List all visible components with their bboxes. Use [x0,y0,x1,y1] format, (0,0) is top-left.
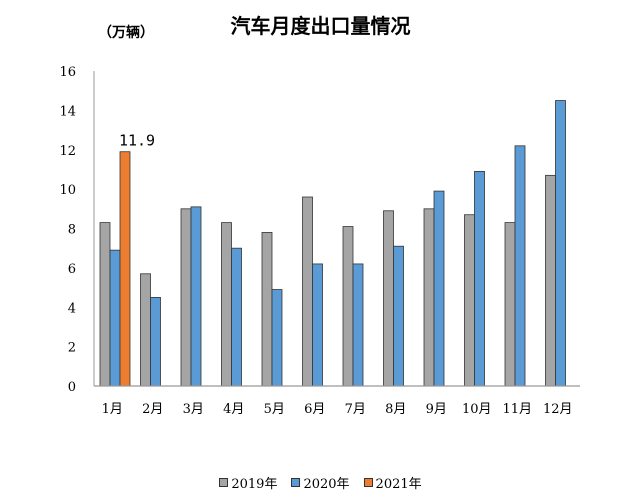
x-tick-label: 10月 [462,402,492,417]
legend-swatch [219,478,229,487]
bar-2020年-8月 [393,245,404,387]
legend-swatch [363,478,373,487]
legend-item: 2021年 [363,473,422,492]
legend-item: 2020年 [291,473,350,492]
y-tick-label: 10 [59,183,76,198]
bar-2020年-7月 [352,263,364,387]
y-axis-unit: （万辆） [98,25,154,41]
bar-2019年-4月 [221,222,232,387]
legend-swatch [291,478,301,487]
y-tick-label: 2 [68,341,76,356]
bar-2020年-10月 [474,171,485,387]
bar-2020年-1月 [109,249,121,387]
y-tick-label: 4 [68,301,76,316]
bar-2019年-5月 [261,232,273,387]
legend-item: 2019年 [219,473,277,492]
data-label: 11.9 [119,132,155,150]
bar-2020年-5月 [271,289,283,387]
chart-title: 汽车月度出口量情况 [230,14,411,38]
x-tick-label: 11月 [502,402,532,417]
y-tick-label: 8 [68,223,76,238]
y-tick-label: 14 [59,104,76,119]
bar-2019年-2月 [140,273,151,387]
y-tick-label: 16 [59,65,76,80]
bar-2019年-12月 [545,174,556,387]
bar-2021年-1月 [119,151,131,387]
x-tick-label: 4月 [223,402,244,417]
legend: 2019年 2020年 2021年 [0,473,641,492]
x-tick-label: 3月 [183,402,204,417]
y-tick-label: 0 [68,380,76,395]
bar-2019年-1月 [99,222,111,387]
y-tick-label: 12 [59,144,76,159]
x-tick-label: 12月 [543,402,573,417]
bar-2019年-6月 [302,196,313,387]
legend-label: 2020年 [303,477,350,492]
bar-2019年-8月 [383,210,394,387]
bar-2019年-7月 [342,226,354,387]
x-tick-label: 6月 [304,402,325,417]
bar-2020年-12月 [555,100,566,387]
y-tick-label: 6 [68,262,76,277]
bar-2019年-10月 [464,214,475,387]
bar-2020年-4月 [231,247,242,387]
legend-label: 2021年 [375,477,422,492]
bar-2020年-3月 [190,206,202,387]
x-tick-label: 9月 [426,402,447,417]
bar-2019年-3月 [180,208,192,387]
bar-2019年-9月 [423,208,435,387]
bar-2020年-9月 [433,190,445,387]
bar-2020年-2月 [150,297,161,387]
x-tick-label: 7月 [345,402,366,417]
legend-label: 2019年 [231,477,278,492]
x-tick-label: 8月 [385,402,406,417]
x-tick-label: 5月 [264,402,285,417]
x-tick-label: 1月 [102,402,123,417]
bar-2020年-11月 [514,145,526,387]
bar-2019年-11月 [504,222,516,387]
x-tick-label: 2月 [142,402,163,417]
bar-2020年-6月 [312,263,323,387]
